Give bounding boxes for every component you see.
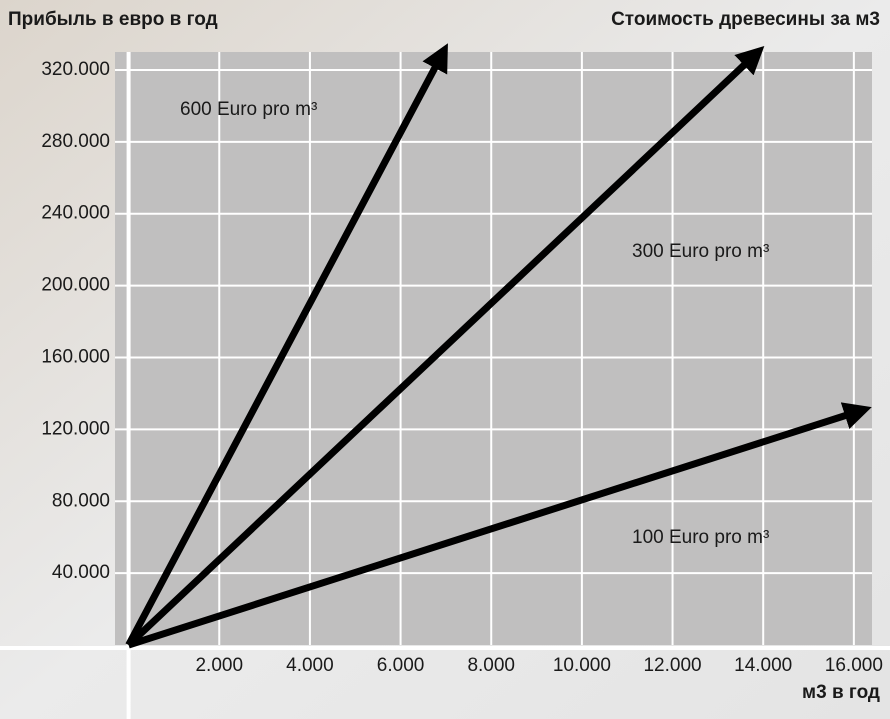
series-label: 300 Euro pro m³: [632, 241, 769, 262]
chart-title: Прибыль в евро в год: [8, 9, 218, 30]
series-line: [126, 45, 765, 648]
y-tick-label: 200.000: [41, 275, 110, 296]
y-tick-label: 320.000: [41, 59, 110, 80]
x-tick-label: 10.000: [553, 655, 611, 676]
x-tick-label: 2.000: [195, 655, 243, 676]
x-tick-label: 16.000: [825, 655, 883, 676]
y-tick-label: 120.000: [41, 418, 110, 439]
y-tick-label: 240.000: [41, 203, 110, 224]
x-tick-label: 14.000: [734, 655, 792, 676]
x-axis-label: м3 в год: [802, 682, 880, 703]
series-line: [125, 43, 448, 647]
y-tick-label: 80.000: [52, 490, 110, 511]
x-tick-label: 4.000: [286, 655, 334, 676]
x-tick-label: 6.000: [377, 655, 425, 676]
x-tick-label: 8.000: [467, 655, 515, 676]
series-label: 600 Euro pro m³: [180, 99, 317, 120]
y-tick-label: 160.000: [41, 347, 110, 368]
chart-subtitle: Стоимость древесины за м3: [611, 9, 880, 30]
series-line: [127, 402, 872, 649]
y-tick-label: 280.000: [41, 131, 110, 152]
series-label: 100 Euro pro m³: [632, 527, 769, 548]
x-tick-label: 12.000: [643, 655, 701, 676]
plot-area: [115, 52, 872, 645]
y-tick-label: 40.000: [52, 562, 110, 583]
